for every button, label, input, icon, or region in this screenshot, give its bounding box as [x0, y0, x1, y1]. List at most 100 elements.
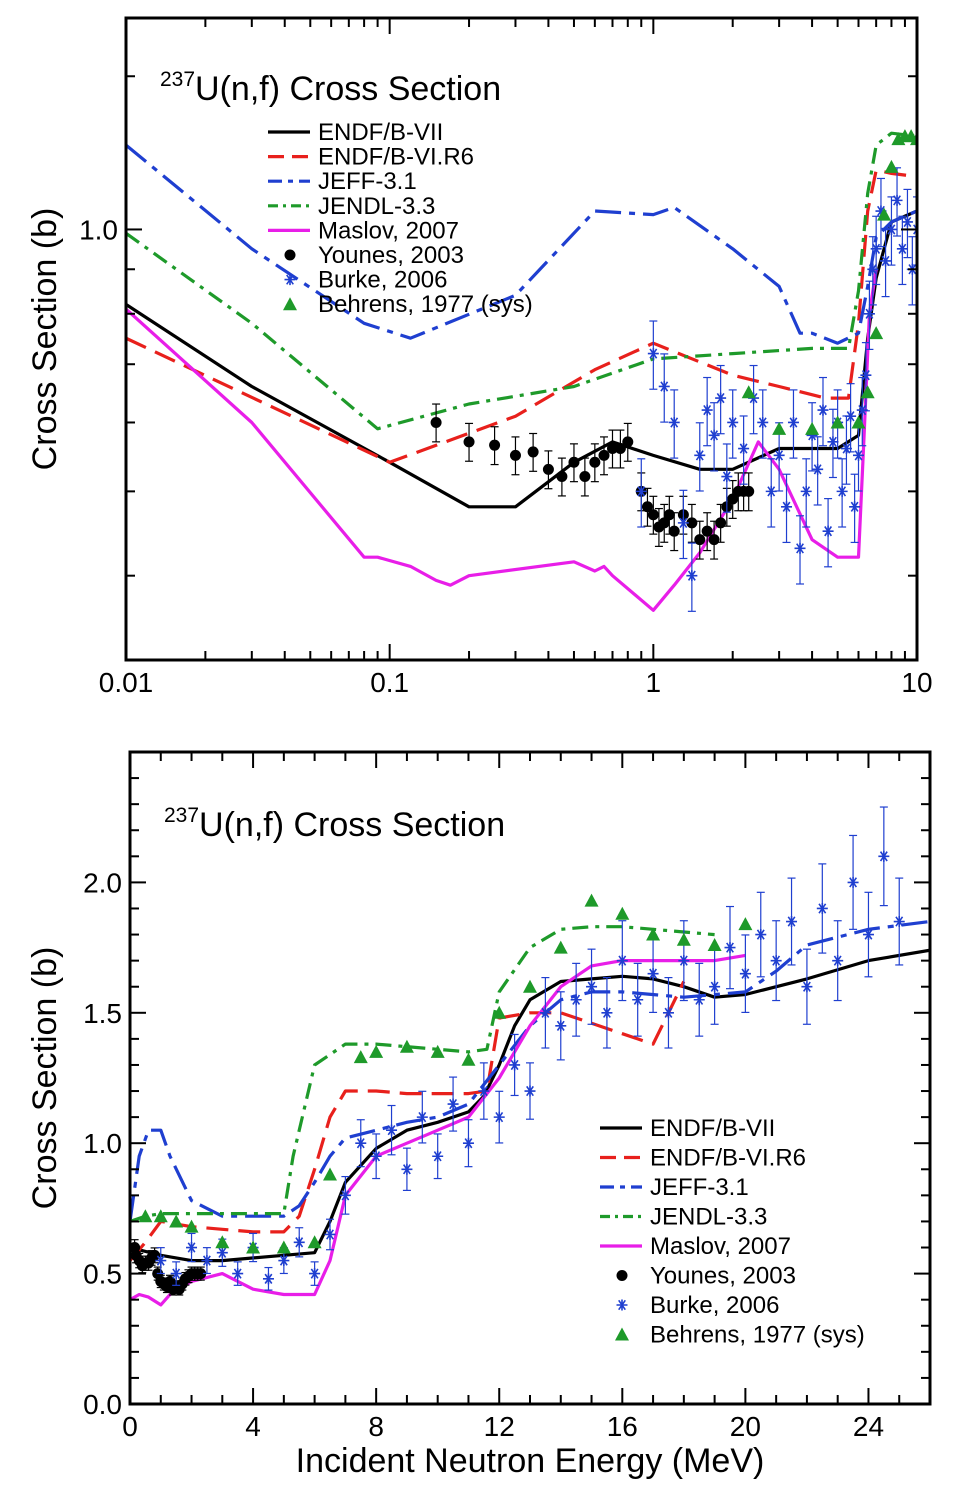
data-point — [830, 415, 845, 429]
data-point — [743, 485, 755, 497]
y-tick-label: 2.0 — [83, 867, 122, 898]
data-point — [153, 1209, 168, 1223]
data-point — [701, 525, 713, 537]
data-point — [262, 1273, 274, 1285]
data-point — [840, 443, 852, 455]
data-point — [757, 416, 769, 428]
data-point — [773, 449, 785, 461]
legend-label: ENDF/B-VI.R6 — [318, 144, 474, 171]
data-point — [323, 1167, 337, 1181]
data-point — [369, 1044, 384, 1058]
data-point — [694, 534, 706, 546]
y-tick-label: 0.0 — [83, 1389, 122, 1420]
x-tick-label: 4 — [245, 1411, 261, 1442]
y-tick-label: 1.0 — [79, 214, 118, 245]
data-point — [432, 1150, 444, 1162]
legend-marker — [616, 1270, 628, 1281]
data-point — [891, 194, 903, 206]
data-point — [801, 981, 813, 993]
data-point — [570, 994, 582, 1006]
x-tick-label: 0 — [122, 1411, 138, 1442]
legend-marker — [615, 1327, 629, 1341]
data-point — [307, 1235, 322, 1249]
x-tick-label: 12 — [484, 1411, 515, 1442]
data-point — [739, 968, 751, 980]
data-point — [817, 404, 829, 416]
legend-label: Burke, 2006 — [318, 267, 447, 294]
series-line-endf-b-vi-r6 — [126, 168, 917, 464]
data-point — [278, 1255, 290, 1267]
x-tick-label: 16 — [607, 1411, 638, 1442]
data-point — [880, 255, 892, 267]
data-point — [765, 485, 777, 497]
data-point — [646, 927, 661, 941]
data-point — [386, 1124, 398, 1136]
legend-label: Younes, 2003 — [650, 1263, 796, 1290]
data-point — [149, 1249, 161, 1261]
data-point — [794, 542, 806, 554]
x-tick-label: 20 — [730, 1411, 761, 1442]
data-point — [324, 1228, 336, 1240]
data-point — [727, 493, 739, 505]
data-point — [461, 1052, 476, 1066]
axis-ticks — [129, 751, 931, 1405]
data-point — [738, 917, 753, 931]
x-tick-label: 0.1 — [370, 667, 409, 698]
x-tick-label: 10 — [901, 667, 932, 698]
legend-label: ENDF/B-VI.R6 — [650, 1145, 806, 1172]
data-point — [447, 1098, 459, 1110]
legend-marker — [284, 274, 296, 286]
isotope-superscript: 237 — [160, 68, 195, 91]
series-line-jeff-3-1 — [126, 143, 917, 345]
data-point — [856, 404, 868, 416]
legend-label: ENDF/B-VII — [318, 119, 443, 146]
data-point — [885, 223, 897, 235]
data-point — [589, 456, 601, 468]
data-point — [805, 421, 820, 435]
data-point — [875, 205, 887, 217]
y-axis-title: Cross Section (b) — [26, 947, 64, 1210]
panel-title: 237U(n,f) Cross Section — [164, 804, 505, 844]
series-5-markers — [430, 403, 755, 560]
data-point — [901, 216, 913, 228]
data-point — [195, 1268, 207, 1280]
data-point — [822, 525, 834, 537]
data-point — [721, 471, 733, 483]
data-point — [863, 308, 875, 320]
data-point — [556, 471, 568, 483]
data-point — [186, 1242, 198, 1254]
plot-frame — [124, 16, 919, 662]
data-point — [663, 509, 675, 521]
legend-label: Behrens, 1977 (sys) — [318, 291, 533, 318]
data-point — [770, 955, 782, 967]
data-point — [614, 443, 626, 455]
data-point — [586, 981, 598, 993]
data-point — [847, 876, 859, 888]
series-7-markers — [138, 893, 753, 1254]
data-point — [845, 410, 857, 422]
y-tick-label: 1.0 — [83, 1128, 122, 1159]
data-point — [787, 416, 799, 428]
plot-area — [126, 129, 917, 612]
legend-label: JEFF-3.1 — [318, 168, 417, 195]
data-point — [832, 955, 844, 967]
data-point — [232, 1268, 244, 1280]
data-point — [138, 1209, 153, 1223]
series-line-jendl-3-3 — [126, 131, 917, 431]
data-point — [524, 1085, 536, 1097]
data-point — [869, 326, 884, 340]
legend-label: JENDL-3.3 — [650, 1204, 767, 1231]
data-point — [293, 1236, 305, 1248]
series-line-maslov-2007 — [126, 269, 878, 612]
legend-label: JEFF-3.1 — [650, 1174, 749, 1201]
data-point — [430, 1044, 445, 1058]
legend-marker — [284, 249, 296, 261]
data-point — [860, 369, 872, 381]
data-point — [170, 1268, 182, 1280]
data-point — [786, 916, 798, 928]
data-point — [910, 132, 917, 146]
data-point — [416, 1111, 428, 1123]
data-point — [727, 416, 739, 428]
